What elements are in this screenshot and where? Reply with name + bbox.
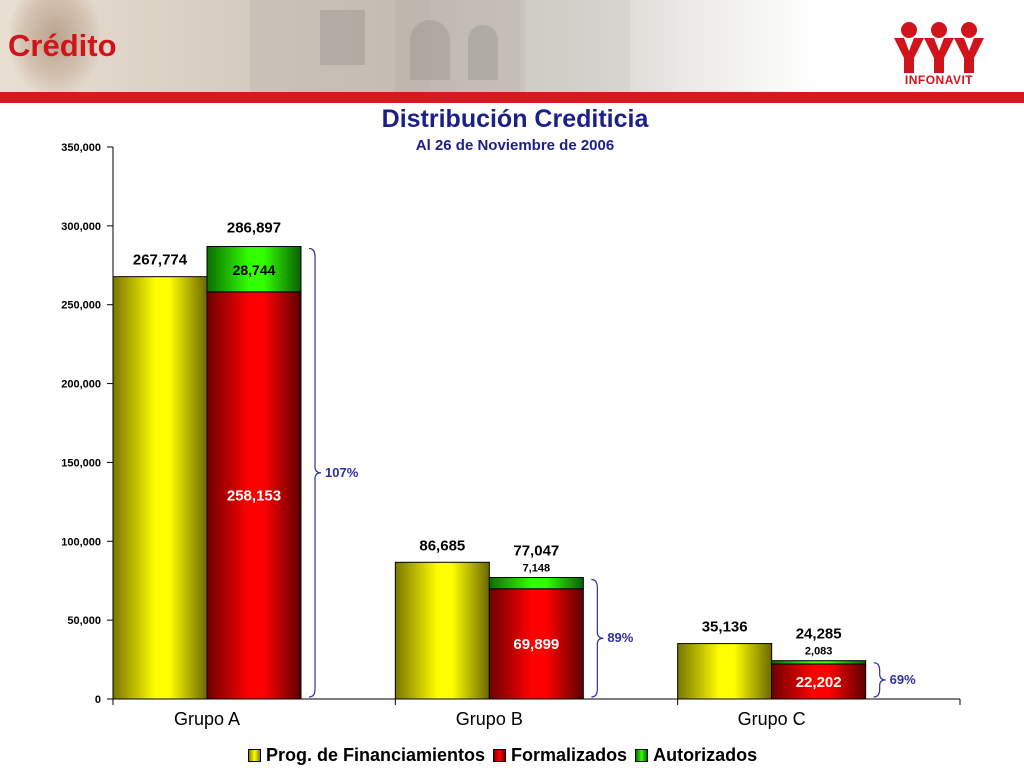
data-label-prog: 86,685: [419, 537, 465, 554]
banner-photo-house: [250, 0, 430, 95]
y-tick-label: 50,000: [67, 615, 101, 627]
page-title: Crédito: [8, 28, 117, 63]
bar-prog-financiamientos: [394, 561, 490, 700]
logo-text: INFONAVIT: [904, 73, 974, 87]
data-label-formalizados: 258,153: [227, 487, 281, 504]
legend-swatch-yellow: [248, 748, 261, 762]
x-tick-label: Grupo B: [456, 709, 523, 729]
legend-label: Prog. de Financiamientos: [266, 744, 486, 765]
ratio-label: 107%: [325, 465, 359, 480]
header-banner: [0, 0, 1024, 103]
ratio-label: 89%: [607, 630, 633, 645]
y-tick-label: 250,000: [61, 300, 101, 312]
x-tick-label: Grupo C: [738, 709, 806, 729]
y-tick-label: 150,000: [61, 457, 101, 469]
data-label-autorizados: 7,148: [523, 562, 551, 574]
data-label-total: 286,897: [227, 220, 281, 237]
chart-subtitle: Al 26 de Noviembre de 2006: [415, 137, 615, 154]
legend-swatch-red: [493, 748, 507, 762]
bar-autorizados: [488, 576, 584, 590]
chart-title: Distribución Crediticia: [381, 105, 649, 133]
y-tick-label: 300,000: [61, 221, 101, 233]
ratio-bracket: [873, 662, 886, 698]
y-tick-label: 200,000: [61, 379, 101, 391]
y-tick-label: 350,000: [61, 142, 101, 154]
data-label-total: 77,047: [513, 542, 559, 559]
bar-autorizados: [206, 246, 302, 293]
legend-label: Autorizados: [653, 744, 758, 765]
data-label-autorizados: 2,083: [805, 646, 833, 658]
y-tick-label: 0: [95, 694, 101, 706]
data-label-autorizados: 28,744: [233, 262, 276, 278]
infonavit-logo-icon: [894, 22, 984, 73]
ratio-bracket: [308, 247, 322, 698]
data-label-prog: 35,136: [702, 619, 748, 636]
bar-formalizados: [206, 291, 302, 700]
legend-swatch-green: [635, 748, 649, 762]
data-label-formalizados: 69,899: [513, 636, 559, 653]
banner-photo-person: [10, 0, 100, 95]
x-tick-label: Grupo A: [174, 709, 240, 729]
bar-autorizados: [771, 660, 867, 665]
bar-prog-financiamientos: [112, 276, 208, 700]
data-label-prog: 267,774: [133, 252, 188, 269]
header-red-bar: [0, 92, 1024, 103]
ratio-label: 69%: [890, 672, 916, 687]
y-tick-label: 100,000: [61, 536, 101, 548]
data-label-formalizados: 22,202: [796, 674, 842, 691]
legend-item-formalizados: Formalizados: [493, 745, 627, 766]
legend-item-prog: Prog. de Financiamientos: [248, 745, 485, 766]
bar-prog-financiamientos: [677, 643, 773, 700]
legend-label: Formalizados: [511, 744, 628, 765]
legend-item-autorizados: Autorizados: [635, 745, 757, 766]
data-label-total: 24,285: [796, 626, 842, 643]
chart-legend: Prog. de Financiamientos Formalizados Au…: [248, 744, 765, 766]
ratio-bracket: [591, 578, 604, 698]
